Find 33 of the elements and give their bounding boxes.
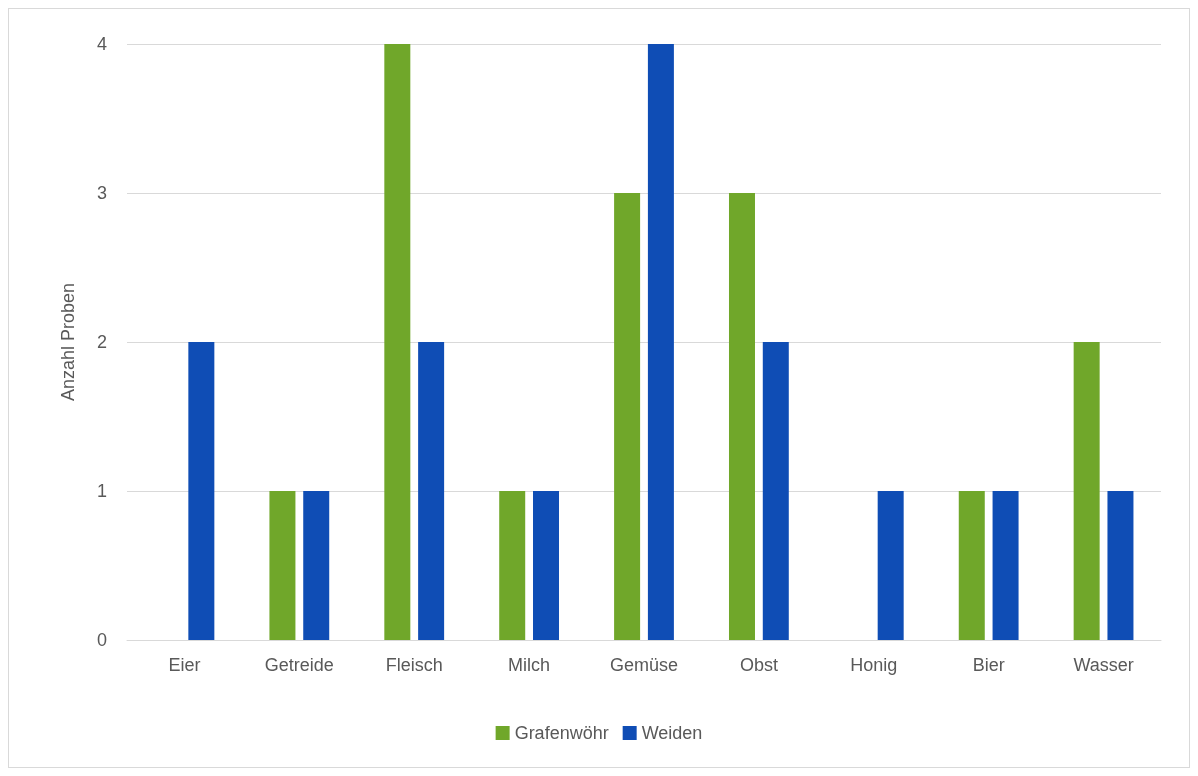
bar (499, 491, 526, 640)
bar (418, 342, 445, 640)
x-tick-label: Milch (508, 655, 551, 675)
bar (647, 44, 674, 640)
y-tick-label: 1 (96, 481, 107, 501)
y-tick-label: 3 (96, 183, 107, 203)
x-tick-label: Obst (739, 655, 778, 675)
x-tick-label: Gemüse (609, 655, 679, 675)
x-tick-label: Bier (972, 655, 1005, 675)
legend-label: Grafenwöhr (514, 723, 609, 743)
bar (384, 44, 411, 640)
bar (303, 491, 330, 640)
bar (762, 342, 789, 640)
bar (877, 491, 904, 640)
bar (958, 491, 985, 640)
y-tick-label: 4 (96, 34, 107, 54)
y-tick-label: 0 (96, 630, 107, 650)
bar (614, 193, 641, 640)
bar (269, 491, 296, 640)
bar (1107, 491, 1134, 640)
x-tick-label: Eier (168, 655, 201, 675)
bar (992, 491, 1019, 640)
bar (728, 193, 755, 640)
bar (1073, 342, 1100, 640)
x-tick-label: Fleisch (385, 655, 443, 675)
x-tick-label: Honig (850, 655, 898, 675)
bar (188, 342, 215, 640)
legend-label: Weiden (641, 723, 703, 743)
y-axis-title: Anzahl Proben (58, 282, 78, 402)
x-tick-label: Wasser (1073, 655, 1134, 675)
y-tick-label: 2 (96, 332, 107, 352)
x-tick-label: Getreide (264, 655, 334, 675)
bar (533, 491, 560, 640)
